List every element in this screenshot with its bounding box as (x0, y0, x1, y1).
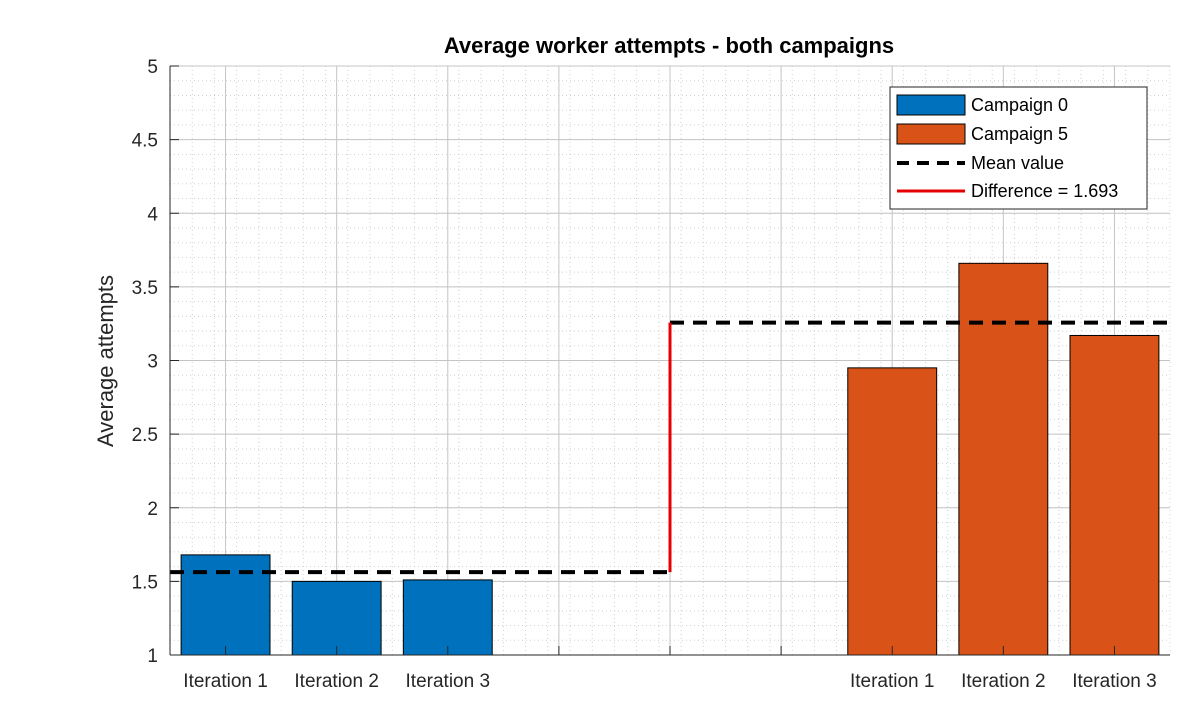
x-tick-label: Iteration 2 (961, 671, 1046, 692)
bar-campaign-0-3 (402, 579, 493, 656)
chart-title: Average worker attempts - both campaigns (444, 33, 894, 58)
legend-swatch (896, 123, 966, 145)
bar-campaign-5-1 (847, 367, 938, 656)
legend-label: Mean value (971, 153, 1064, 173)
legend-label: Difference = 1.693 (971, 181, 1118, 201)
bar-campaign-0-2 (291, 580, 382, 656)
legend-label: Campaign 5 (971, 124, 1068, 144)
x-tick-label: Iteration 1 (183, 671, 268, 692)
x-tick-label: Iteration 2 (294, 671, 379, 692)
bar-campaign-0-1 (180, 554, 271, 656)
x-tick-label: Iteration 3 (406, 671, 491, 692)
y-tick-label: 4.5 (132, 131, 158, 152)
y-tick-label: 2.5 (132, 425, 158, 446)
x-tick-label: Iteration 1 (850, 671, 935, 692)
legend-label: Campaign 0 (971, 95, 1068, 115)
y-tick-label: 4 (147, 204, 158, 225)
bar-campaign-5-2 (958, 262, 1049, 656)
x-tick-label: Iteration 3 (1072, 671, 1157, 692)
y-tick-label: 1.5 (132, 572, 158, 593)
axes (169, 65, 1170, 656)
tick-labels: 1 1.5 2 2.5 3 3.5 4 4.5 5 Iteration 1 Iteration 2 I… (132, 57, 1157, 692)
y-tick-label: 5 (147, 57, 158, 78)
legend: Campaign 0 Campaign 5 Mean value Difference… (889, 86, 1148, 210)
y-tick-label: 3 (147, 352, 158, 373)
bar-campaign-5-3 (1069, 334, 1160, 656)
legend-swatch (896, 94, 966, 116)
y-axis-label: Average attempts (93, 275, 118, 447)
y-tick-label: 1 (147, 646, 158, 667)
y-tick-label: 3.5 (132, 278, 158, 299)
reference-lines (170, 320, 1170, 575)
y-tick-label: 2 (147, 499, 158, 520)
